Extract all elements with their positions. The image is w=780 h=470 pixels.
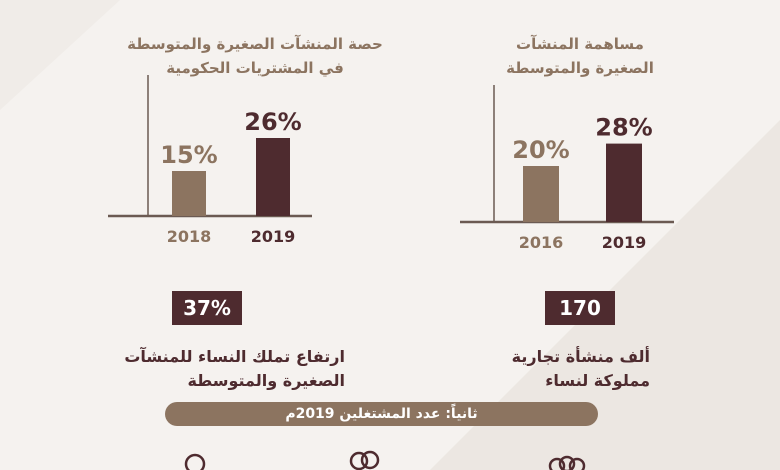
tick-label: 2019 [251,227,296,246]
person-icon [184,453,206,470]
chart-contribution: 20% 2016 28% 2019 [452,80,682,264]
chart-title-line: مساهمة المنشآت [516,35,644,53]
tick-label: 2019 [602,233,647,252]
bar-2019 [256,138,290,216]
people-group-icon [548,455,586,470]
stat-women-owned-value: 170 [545,291,615,325]
chart-procurement: 15% 2018 26% 2019 [100,70,320,259]
people-group-icon [349,450,380,470]
data-label: 15% [160,141,217,169]
data-label: 28% [595,114,652,142]
chart-title-procurement: حصة المنشآت الصغيرة والمتوسطة في المشتري… [105,32,405,80]
chart-title-line: في المشتريات الحكومية [166,59,344,77]
chart-title-line: حصة المنشآت الصغيرة والمتوسطة [127,35,383,53]
bar-2018 [172,171,206,216]
section-employees-heading: ثانياً: عدد المشتغلين 2019م [165,402,598,426]
stat-women-ownership-caption: ارتفاع تملك النساء للمنشآت الصغيرة والمت… [40,345,345,393]
data-label: 26% [244,108,301,136]
chart-title-contribution: مساهمة المنشآت الصغيرة والمتوسطة [480,32,680,80]
stat-women-ownership-value: 37% [172,291,242,325]
stat-caption-line: ارتفاع تملك النساء للمنشآت [124,347,345,366]
chart-contribution-svg: 20% 2016 28% 2019 [460,85,674,252]
bar-2019 [606,143,642,222]
tick-label: 2016 [519,233,564,252]
data-label: 20% [512,136,569,164]
stat-caption-line: ألف منشأة تجارية [511,347,650,366]
tick-label: 2018 [167,227,212,246]
stat-women-owned-caption: ألف منشأة تجارية مملوكة لنساء [450,345,650,393]
stat-caption-line: الصغيرة والمتوسطة [187,371,345,390]
chart-procurement-svg: 15% 2018 26% 2019 [108,75,312,246]
bar-2016 [523,166,559,222]
chart-title-line: الصغيرة والمتوسطة [506,59,654,77]
stat-caption-line: مملوكة لنساء [545,371,650,390]
